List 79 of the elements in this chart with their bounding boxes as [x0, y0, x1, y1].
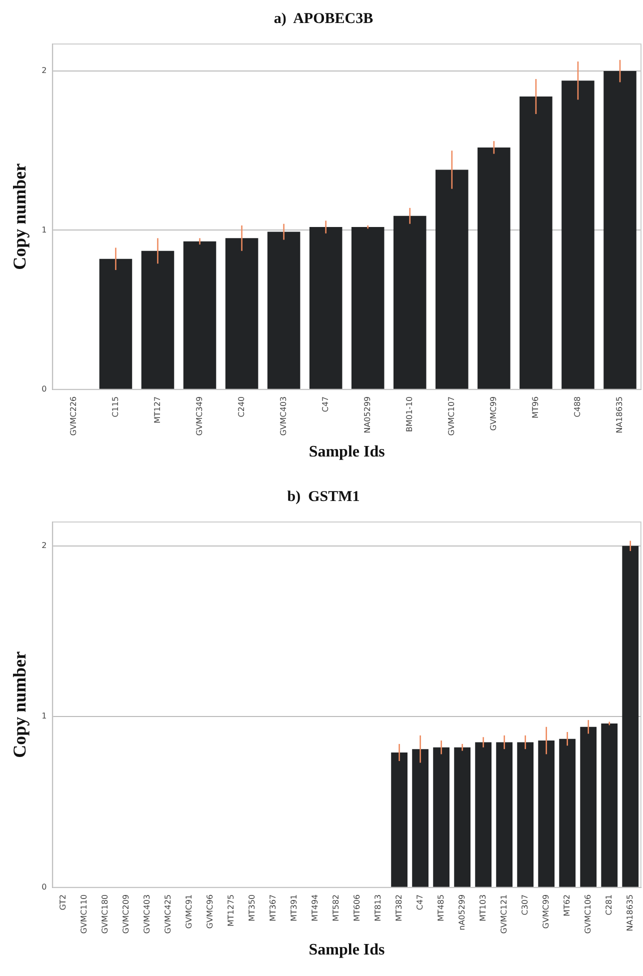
x-tick-label: GVMC209 — [121, 894, 130, 934]
x-tick-label: GVMC96 — [205, 894, 214, 929]
bar — [225, 238, 258, 389]
bar — [433, 747, 450, 887]
bar — [580, 726, 597, 887]
chart-title: b) GSTM1 — [287, 488, 360, 505]
x-tick-label: MT96 — [531, 396, 540, 418]
bar — [309, 227, 342, 389]
bar — [559, 738, 576, 887]
bar — [622, 546, 639, 887]
x-tick-label: NA18635 — [625, 894, 634, 932]
x-tick-label: C307 — [520, 894, 530, 916]
bar — [562, 80, 594, 389]
x-tick-label: C281 — [604, 894, 614, 916]
x-tick-label: C47 — [415, 894, 424, 910]
x-tick-label: GVMC180 — [100, 894, 110, 934]
chart-title: a) APOBEC3B — [274, 10, 374, 27]
x-axis-title: Sample Ids — [308, 942, 385, 959]
x-tick-label: MT494 — [310, 894, 320, 922]
x-tick-label: GVMC403 — [142, 894, 152, 934]
x-tick-label: NA18635 — [615, 396, 624, 434]
bar — [436, 170, 468, 389]
x-tick-label: GVMC99 — [541, 894, 550, 929]
bar — [391, 752, 408, 887]
x-tick-label: C240 — [236, 396, 246, 418]
y-axis-title: Copy number — [9, 651, 30, 758]
x-tick-label: MT485 — [436, 894, 446, 922]
bar — [478, 147, 510, 389]
y-tick-label: 2 — [42, 66, 47, 76]
bar — [99, 258, 132, 389]
x-axis-title: Sample Ids — [308, 444, 385, 461]
x-tick-label: MT103 — [478, 894, 488, 922]
y-axis-title: Copy number — [9, 163, 30, 270]
y-tick-label: 1 — [42, 225, 47, 234]
x-tick-label: GVMC110 — [79, 894, 88, 934]
y-tick-label: 0 — [42, 882, 47, 892]
bar — [351, 227, 384, 389]
x-tick-label: GVMC99 — [489, 396, 498, 431]
x-tick-label: GVMC106 — [583, 894, 592, 934]
y-tick-label: 1 — [42, 712, 47, 721]
x-tick-label: MT391 — [289, 894, 298, 922]
bar — [267, 232, 300, 389]
x-tick-label: MT582 — [331, 894, 340, 922]
x-tick-label: GVMC403 — [278, 396, 288, 436]
x-tick-label: MT127 — [152, 396, 162, 424]
y-tick-label: 0 — [42, 384, 47, 394]
x-tick-label: MT367 — [268, 894, 278, 922]
bar — [517, 742, 534, 887]
x-tick-label: MT1275 — [226, 894, 236, 927]
bar — [141, 250, 174, 389]
x-tick-label: C115 — [110, 396, 120, 418]
x-tick-label: GVMC349 — [194, 396, 204, 436]
x-tick-label: GT2 — [58, 894, 68, 910]
x-tick-label: GVMC121 — [499, 894, 508, 934]
x-tick-label: GVMC91 — [184, 894, 194, 929]
bar — [475, 742, 492, 887]
bar — [183, 241, 216, 389]
y-tick-label: 2 — [42, 540, 47, 550]
bar — [454, 747, 471, 887]
x-tick-label: C488 — [573, 396, 582, 418]
x-tick-label: NA05299 — [362, 396, 372, 434]
bar — [496, 742, 513, 887]
x-tick-label: MT606 — [352, 894, 362, 922]
bar — [604, 71, 636, 389]
x-tick-label: GVMC226 — [68, 396, 78, 436]
bar — [412, 749, 428, 887]
x-tick-label: MT382 — [394, 894, 404, 922]
x-tick-label: MT813 — [373, 894, 382, 922]
x-tick-label: GVMC425 — [163, 894, 172, 934]
bar — [538, 740, 555, 887]
x-tick-label: MT350 — [247, 894, 256, 922]
x-tick-label: C47 — [320, 396, 330, 412]
bar — [393, 216, 426, 389]
bar — [520, 96, 552, 389]
bar — [601, 723, 618, 887]
x-tick-label: MT62 — [562, 894, 572, 916]
x-tick-label: nA05299 — [457, 894, 466, 930]
x-tick-label: BM01-10 — [404, 396, 414, 432]
x-tick-label: GVMC107 — [446, 396, 456, 436]
